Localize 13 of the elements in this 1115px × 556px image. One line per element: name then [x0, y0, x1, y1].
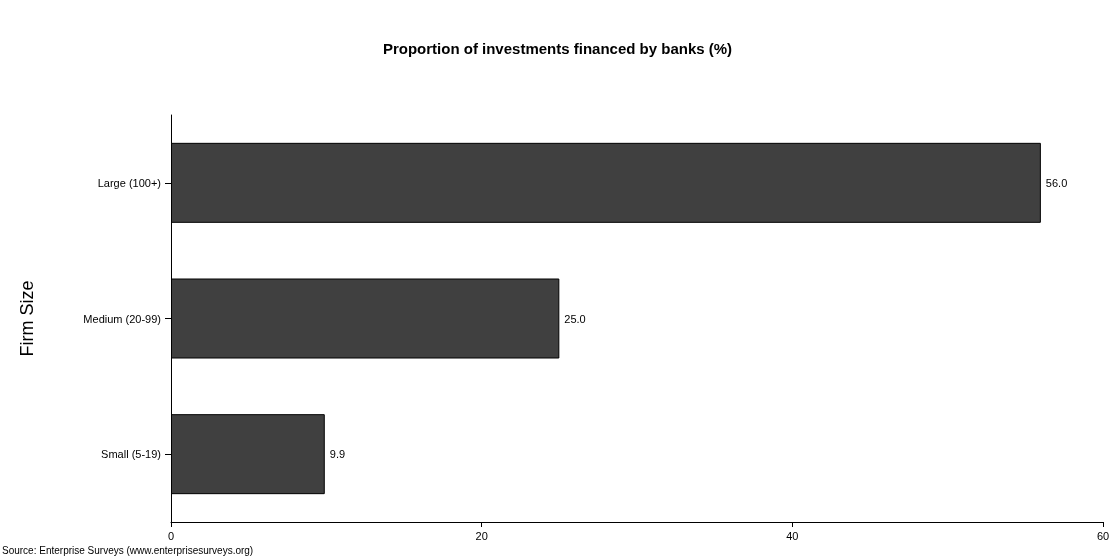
x-tick-label: 60 [1096, 529, 1110, 542]
y-axis-title: Firm Size [17, 280, 37, 357]
x-tick-label: 0 [167, 529, 175, 542]
source-note: Source: Enterprise Surveys (www.enterprisesurveys.org) [2, 544, 254, 556]
data-label: 56.0 [1045, 176, 1068, 189]
y-tick-label: Large (100+) [97, 176, 161, 189]
y-tick-label: Medium (20-99) [83, 312, 161, 325]
y-tick-label: Small (5-19) [101, 448, 161, 461]
chart-title: Proportion of investments financed by banks (%) [382, 40, 733, 57]
x-tick-label: 20 [475, 529, 488, 542]
data-label: 25.0 [564, 312, 586, 325]
data-label: 9.9 [329, 448, 346, 461]
x-tick-label: 40 [786, 529, 799, 542]
